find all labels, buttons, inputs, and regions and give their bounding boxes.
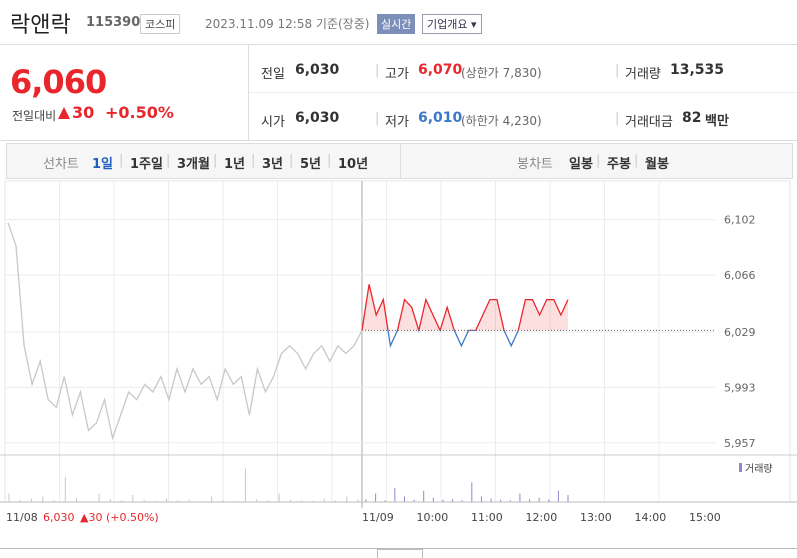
stat-label: 시가 — [261, 115, 285, 130]
today-line-up — [361, 284, 569, 331]
current-price: 6,060 — [10, 63, 107, 101]
x-tick-label: 11:00 — [471, 511, 503, 524]
up-arrow — [58, 107, 70, 119]
today-area — [362, 284, 568, 331]
tab-option[interactable]: 1일 — [92, 157, 114, 172]
x-tick-label: 10:00 — [417, 511, 449, 524]
stat-value: 82 — [682, 110, 702, 126]
tab-option[interactable]: 주봉 — [607, 157, 631, 172]
footer-close: 6,030 — [43, 511, 75, 524]
tab-option[interactable]: 3년 — [262, 157, 284, 172]
x-tick-label: 13:00 — [580, 511, 612, 524]
company-menu[interactable]: 기업개요 ▾ — [422, 14, 482, 34]
footer-date: 11/08 — [6, 511, 38, 524]
tab-bar: 선차트 1일 | 1주일 | 3개월 | 1년 | 3년 | 5년 | 10년 봉차트 일봉 | 주봉 | 월봉 — [6, 143, 793, 179]
change: 30 — [72, 103, 95, 122]
stock-code: 115390 — [86, 15, 141, 30]
collapse-button[interactable] — [377, 549, 423, 558]
y-tick-label: 6,066 — [724, 269, 756, 282]
stat-label: 고가 — [385, 67, 409, 82]
volume-legend-swatch — [739, 463, 742, 472]
stat-value: 13,535 — [670, 62, 725, 78]
tab-option[interactable]: 월봉 — [645, 157, 669, 172]
lower-limit: (하한가 4,230) — [461, 114, 542, 128]
change-pct: +0.50% — [105, 103, 174, 122]
y-tick-label: 5,993 — [724, 381, 756, 394]
today-line-down — [362, 330, 519, 349]
stat-value: 6,030 — [295, 110, 340, 126]
change-label: 전일대비 — [12, 109, 57, 123]
stat-label: 전일 — [261, 67, 285, 82]
stats: 전일 6,030 | 고가 6,070 (상한가 7,830) | 거래량 13… — [249, 45, 797, 141]
y-tick-label: 5,957 — [724, 437, 756, 450]
x-tick-label: 15:00 — [689, 511, 721, 524]
tab-option[interactable]: 일봉 — [569, 157, 593, 172]
tab-option[interactable]: 1주일 — [130, 157, 163, 172]
tab-group-label: 봉차트 — [517, 157, 553, 172]
tab-option[interactable]: 5년 — [300, 157, 322, 172]
prev-day-line — [7, 222, 363, 441]
x-tick-label: 12:00 — [526, 511, 558, 524]
x-tick-label: 14:00 — [635, 511, 667, 524]
price-box: 6,060 전일대비 30 +0.50% — [0, 45, 249, 141]
tab-group-label: 선차트 — [43, 157, 79, 172]
datetime: 2023.11.09 12:58 기준(장중) — [205, 17, 370, 31]
stock-name: 락앤락 — [10, 13, 71, 38]
footer-change: ▲30 (+0.50%) — [80, 511, 159, 524]
y-tick-label: 6,029 — [724, 326, 756, 339]
stat-label: 저가 — [385, 115, 409, 130]
header: 락앤락 115390 코스피 2023.11.09 12:58 기준(장중) 실… — [0, 0, 797, 45]
x-tick-label: 11/09 — [362, 511, 394, 524]
stat-value: 6,070 — [418, 62, 463, 78]
stat-value: 6,030 — [295, 62, 340, 78]
stat-label: 거래량 — [625, 67, 661, 82]
chart: 6,102 6,066 6,029 5,993 5,957 거래량 11/09 10:00 11… — [0, 180, 797, 524]
upper-limit: (상한가 7,830) — [461, 66, 542, 80]
tab-option[interactable]: 3개월 — [177, 157, 210, 172]
tab-option[interactable]: 10년 — [338, 157, 369, 172]
stat-unit: 백만 — [705, 114, 729, 129]
market-badge: 코스피 — [140, 14, 181, 34]
plot-frame — [4, 180, 791, 503]
y-tick-label: 6,102 — [724, 214, 756, 227]
tab-option[interactable]: 1년 — [224, 157, 246, 172]
stat-value: 6,010 — [418, 110, 463, 126]
stat-label: 거래대금 — [625, 115, 673, 130]
volume-legend: 거래량 — [745, 463, 773, 475]
realtime-badge: 실시간 — [377, 14, 416, 34]
